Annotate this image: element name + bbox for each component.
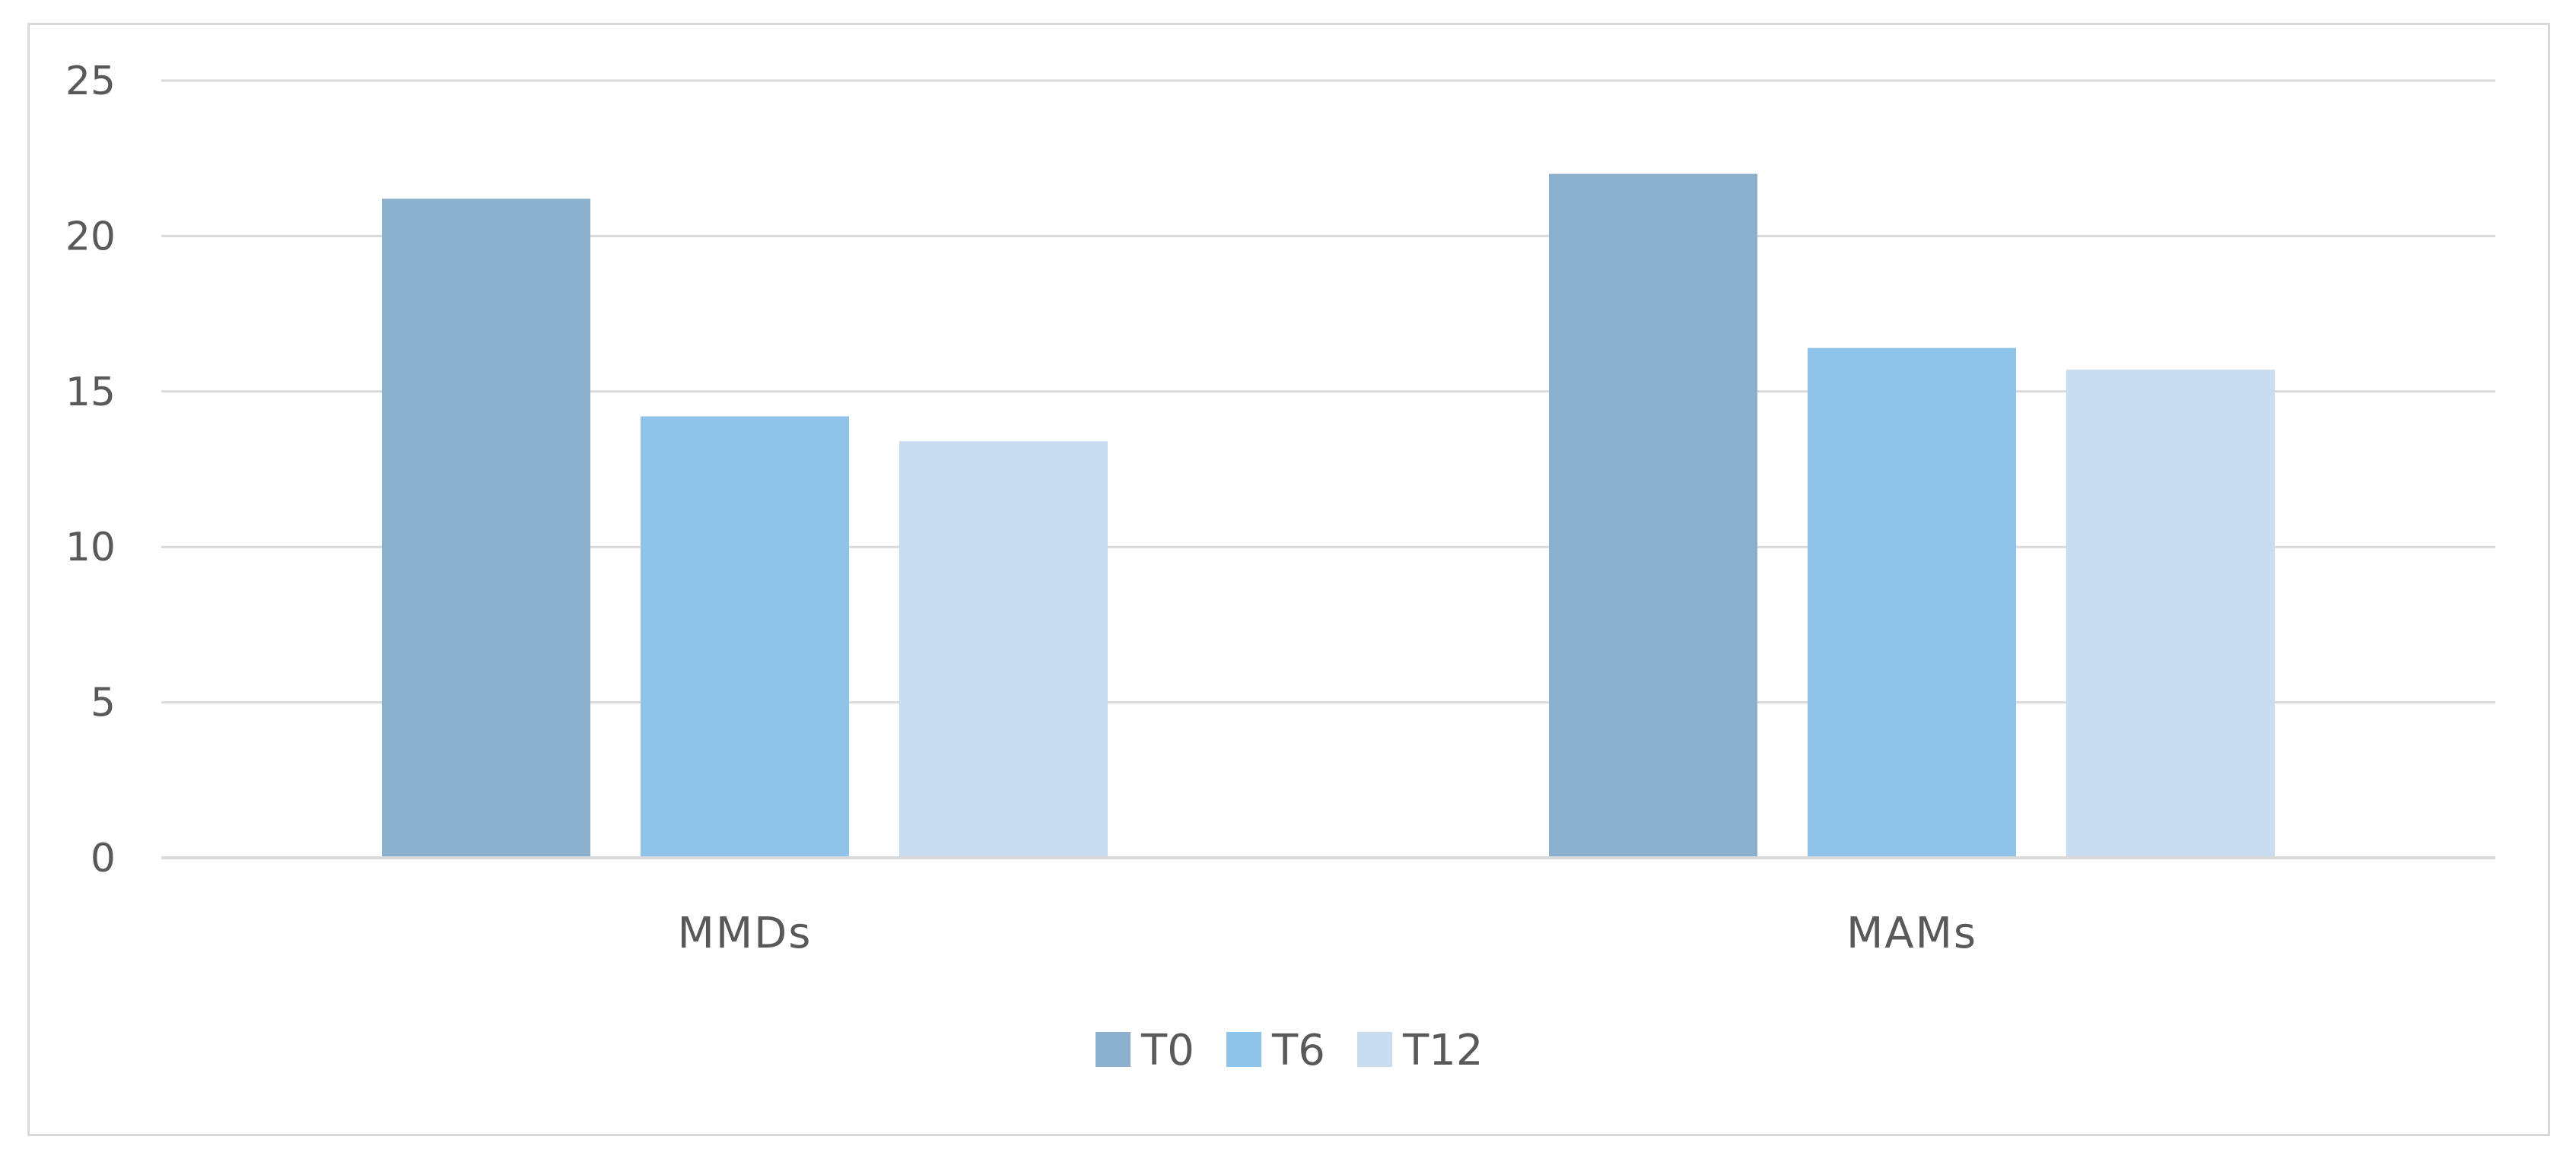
y-tick-label: 5: [91, 681, 116, 726]
y-tick-label: 15: [65, 370, 116, 415]
legend-label: T12: [1402, 1026, 1483, 1075]
bar-mmds-t6: [641, 416, 849, 858]
category-label: MMDs: [678, 909, 813, 958]
y-tick-label: 10: [65, 525, 116, 570]
legend-label: T6: [1271, 1026, 1325, 1075]
y-axis-tick-labels: 0 5 10 15 20 25: [65, 59, 116, 881]
y-tick-label: 20: [65, 214, 116, 259]
bar-mams-t0: [1549, 173, 1757, 858]
y-tick-label: 25: [65, 59, 116, 104]
y-tick-label: 0: [91, 836, 116, 881]
bars: [382, 173, 2275, 859]
bar-mams-t12: [2066, 370, 2275, 859]
bar-mmds-t12: [899, 441, 1108, 858]
legend-swatch: [1226, 1032, 1261, 1067]
legend-swatch: [1096, 1032, 1131, 1067]
category-labels: MMDs MAMs: [678, 909, 1977, 958]
bar-mmds-t0: [382, 198, 590, 858]
legend-label: T0: [1140, 1026, 1194, 1075]
legend-swatch: [1357, 1032, 1392, 1067]
legend-item-t12: T12: [1357, 1026, 1483, 1075]
legend-item-t6: T6: [1226, 1026, 1325, 1075]
bar-mams-t6: [1808, 348, 2016, 858]
legend-item-t0: T0: [1096, 1026, 1194, 1075]
category-label: MAMs: [1846, 909, 1977, 958]
legend: T0 T6 T12: [1096, 1026, 1483, 1075]
